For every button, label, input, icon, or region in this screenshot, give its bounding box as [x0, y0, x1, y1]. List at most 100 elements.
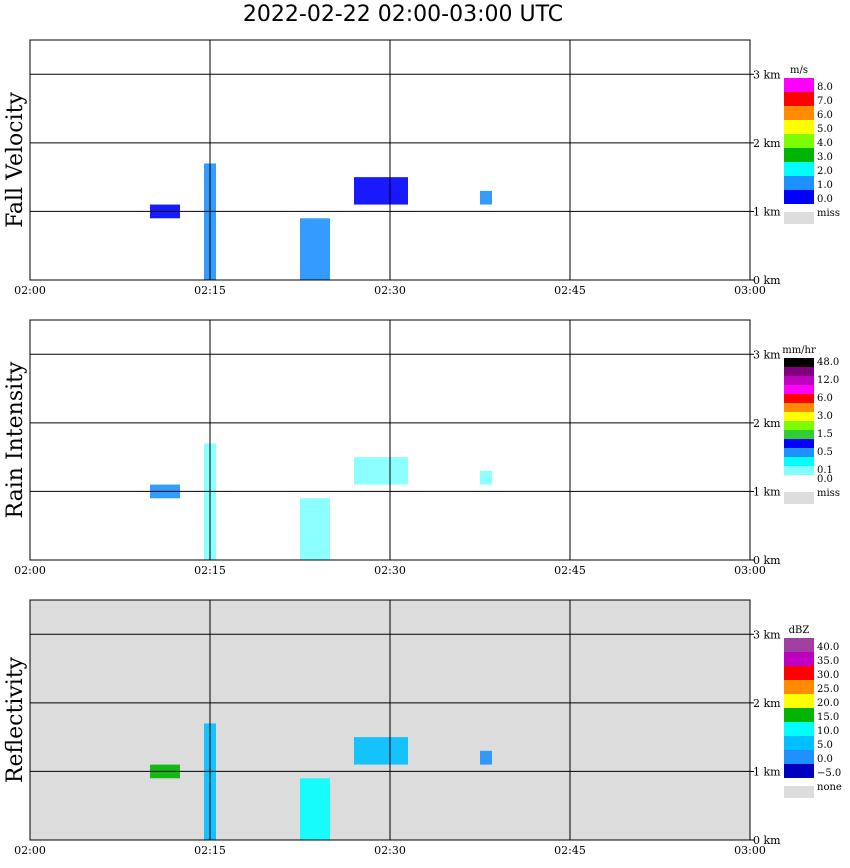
rain-intensity-panel: 02:00 02:15 02:30 02:45 03:000 km 1 km 2 km 3 k…	[3, 319, 840, 577]
echo-region-3	[354, 457, 408, 485]
legend-label: 1.0	[817, 180, 833, 191]
legend-miss-label: miss	[817, 488, 840, 499]
echo-region-2	[300, 498, 330, 560]
legend-label: 0.1	[817, 465, 833, 476]
legend-label: 0.5	[817, 447, 833, 458]
legend-label: 20.0	[817, 698, 839, 709]
legend-swatch	[784, 457, 814, 466]
legend-swatch	[784, 475, 814, 484]
legend-unit: m/s	[790, 65, 808, 76]
echo-region-3	[354, 737, 408, 765]
x-tick-label: 03:00	[734, 284, 766, 297]
panel-ylabel: Rain Intensity	[3, 361, 28, 518]
legend-unit: dBZ	[789, 625, 810, 636]
plot-frame	[29, 39, 751, 281]
y-tick-label: 3 km	[753, 68, 781, 81]
legend-swatch	[784, 736, 814, 750]
legend-swatch	[784, 120, 814, 134]
legend-swatch	[784, 680, 814, 694]
echo-region-2	[300, 778, 330, 840]
x-tick-label: 02:30	[374, 844, 406, 857]
legend-swatch	[784, 448, 814, 457]
y-tick-label: 2 km	[753, 697, 781, 710]
legend-swatch	[784, 376, 814, 385]
y-tick-label: 0 km	[753, 274, 781, 287]
legend-swatch	[784, 148, 814, 162]
legend-swatch	[784, 722, 814, 736]
echo-region-2	[300, 218, 330, 280]
legend-swatch	[784, 106, 814, 120]
legend-label: 8.0	[817, 82, 833, 93]
legend-label: 35.0	[817, 656, 839, 667]
legend-swatch	[784, 403, 814, 412]
legend-label: 25.0	[817, 684, 839, 695]
fall-velocity-panel: 02:00 02:15 02:30 02:45 03:000 km 1 km 2 km 3 k…	[3, 39, 840, 297]
legend-label: 15.0	[817, 712, 839, 723]
legend-label: 1.5	[817, 429, 833, 440]
legend-label: 5.0	[817, 124, 833, 135]
legend-label: 48.0	[817, 357, 839, 368]
legend-swatch	[784, 694, 814, 708]
y-tick-label: 0 km	[753, 834, 781, 847]
echo-region-4	[480, 750, 492, 765]
x-tick-label: 02:45	[554, 564, 586, 577]
legend-label: 10.0	[817, 726, 839, 737]
echo-region-3	[354, 177, 408, 205]
x-tick-label: 03:00	[734, 564, 766, 577]
legend-label: 6.0	[817, 393, 833, 404]
legend-swatch	[784, 638, 814, 652]
legend-swatch	[784, 385, 814, 394]
legend-miss-swatch	[784, 492, 814, 504]
legend-miss-swatch	[784, 786, 814, 798]
legend-miss-label: miss	[817, 208, 840, 219]
legend-swatch	[784, 367, 814, 376]
legend-swatch	[784, 708, 814, 722]
x-tick-label: 02:15	[194, 284, 226, 297]
legend-label: 6.0	[817, 110, 833, 121]
legend-swatch	[784, 666, 814, 680]
x-tick-label: 02:15	[194, 564, 226, 577]
plot-frame	[29, 319, 751, 561]
legend-label: 7.0	[817, 96, 833, 107]
legend-swatch	[784, 466, 814, 475]
legend-label: 5.0	[817, 740, 833, 751]
legend-label: 12.0	[817, 375, 839, 386]
legend-miss-label: none	[817, 782, 842, 793]
legend-swatch	[784, 176, 814, 190]
x-tick-label: 02:45	[554, 844, 586, 857]
reflectivity-panel: 02:00 02:15 02:30 02:45 03:000 km 1 km 2 km 3 k…	[3, 599, 842, 857]
legend-swatch	[784, 358, 814, 367]
legend-swatch	[784, 394, 814, 403]
legend-label: −5.0	[817, 768, 841, 779]
x-tick-label: 02:45	[554, 284, 586, 297]
y-tick-label: 2 km	[753, 137, 781, 150]
x-tick-label: 02:30	[374, 284, 406, 297]
legend-label: 3.0	[817, 152, 833, 163]
legend-label: 0.0	[817, 194, 833, 205]
legend-swatch	[784, 78, 814, 92]
y-tick-label: 1 km	[753, 485, 781, 498]
x-tick-label: 02:15	[194, 844, 226, 857]
y-tick-label: 3 km	[753, 348, 781, 361]
y-tick-label: 2 km	[753, 417, 781, 430]
y-tick-label: 1 km	[753, 205, 781, 218]
legend-swatch	[784, 134, 814, 148]
legend-label: 0.0	[817, 754, 833, 765]
legend-miss-swatch	[784, 212, 814, 224]
plot-frame	[29, 599, 751, 841]
legend-swatch	[784, 652, 814, 666]
echo-region-4	[480, 470, 492, 485]
legend-label: 0.0	[817, 474, 833, 485]
legend-label: 40.0	[817, 642, 839, 653]
x-tick-label: 02:30	[374, 564, 406, 577]
x-tick-label: 03:00	[734, 844, 766, 857]
x-tick-label: 02:00	[14, 564, 46, 577]
legend-swatch	[784, 439, 814, 448]
legend-swatch	[784, 430, 814, 439]
echo-region-4	[480, 190, 492, 205]
legend-swatch	[784, 750, 814, 764]
panel-ylabel: Reflectivity	[3, 656, 28, 783]
legend-unit: mm/hr	[782, 345, 816, 356]
legend-label: 2.0	[817, 166, 833, 177]
legend-swatch	[784, 421, 814, 430]
